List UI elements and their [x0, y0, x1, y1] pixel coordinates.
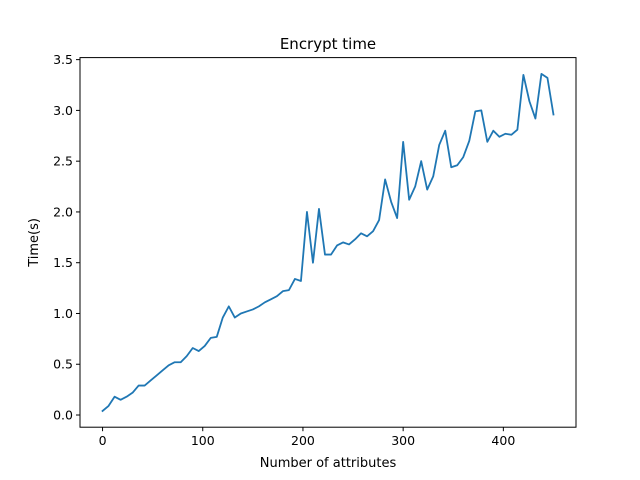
y-tick-label: 0.0: [53, 408, 73, 423]
chart-title: Encrypt time: [280, 35, 376, 53]
y-tick-label: 0.5: [53, 357, 73, 372]
x-tick-label: 0: [99, 433, 107, 448]
y-tick-label: 3.5: [53, 52, 73, 67]
y-tick-label: 1.0: [53, 306, 73, 321]
y-axis-label: Time(s): [27, 218, 42, 268]
y-tick-label: 2.5: [53, 154, 73, 169]
x-axis-label: Number of attributes: [260, 456, 397, 471]
y-tick-label: 3.0: [53, 103, 73, 118]
x-tick-label: 400: [491, 433, 515, 448]
y-axis-ticks: 0.0 0.5 1.0 1.5 2.0 2.5 3.0 3.5: [53, 52, 80, 423]
x-tick-label: 300: [391, 433, 415, 448]
x-axis-ticks: 0 100 200 300 400: [99, 427, 515, 448]
series-layer: [101, 72, 555, 413]
y-tick-label: 2.0: [53, 204, 73, 219]
plot-frame: [79, 57, 577, 428]
x-tick-label: 200: [291, 433, 315, 448]
series-line-1: [101, 72, 555, 413]
x-tick-label: 100: [191, 433, 215, 448]
y-tick-label: 1.5: [53, 255, 73, 270]
plot-area: [80, 57, 576, 428]
